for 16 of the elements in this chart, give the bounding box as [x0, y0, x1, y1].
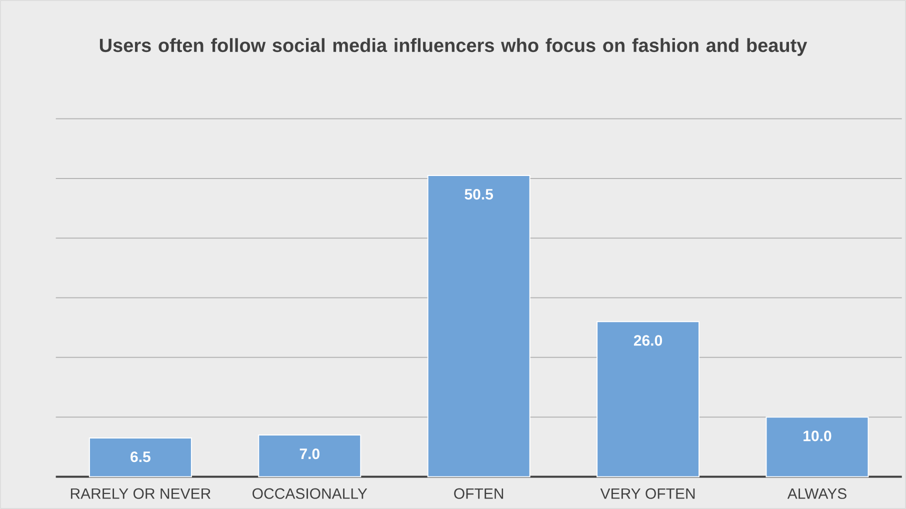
bar [427, 174, 530, 478]
data-label: 6.5 [130, 452, 150, 462]
data-label: 7.0 [300, 448, 320, 460]
x-tick-label: OFTEN [454, 488, 504, 499]
bar [258, 434, 362, 478]
x-tick-label: RARELY OR NEVER [70, 488, 210, 499]
bar [596, 321, 700, 478]
data-label: 10.0 [804, 430, 832, 442]
bar [766, 416, 869, 478]
data-label: 26.0 [634, 335, 662, 346]
bar [88, 437, 192, 478]
x-tick-label: OCCASIONALLY [252, 488, 368, 499]
chart-title: Users often follow social media influencers who focus on fashion and beauty [100, 38, 808, 56]
data-label: 50.5 [464, 188, 494, 200]
x-tick-label: VERY OFTEN [600, 488, 695, 499]
x-tick-label: ALWAYS [787, 488, 846, 499]
